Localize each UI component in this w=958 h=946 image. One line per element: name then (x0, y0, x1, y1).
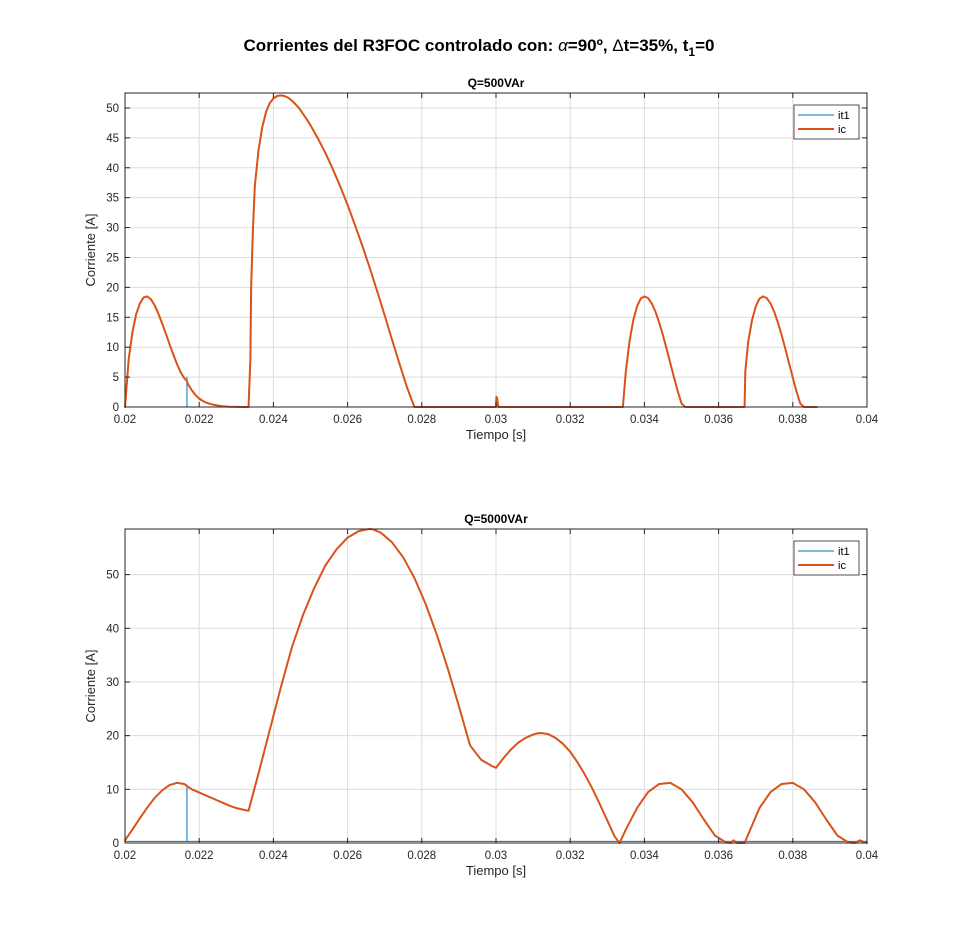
x-tick-label: 0.036 (704, 850, 733, 862)
y-tick-label: 0 (113, 402, 119, 414)
y-tick-label: 40 (106, 163, 119, 175)
y-tick-label: 10 (106, 784, 119, 796)
x-tick-label: 0.03 (485, 850, 507, 862)
x-tick-label: 0.026 (333, 850, 362, 862)
legend: it1 ic (793, 540, 860, 576)
chart-title: Q=500VAr (468, 76, 525, 90)
y-tick-label: 10 (106, 342, 119, 354)
x-tick-label: 0.032 (556, 414, 585, 426)
y-tick-label: 35 (106, 193, 119, 205)
y-tick-label: 50 (106, 103, 119, 115)
y-tick-label: 15 (106, 312, 119, 324)
x-tick-label: 0.026 (333, 414, 362, 426)
legend-label-it1: it1 (838, 546, 850, 558)
x-tick-label: 0.02 (114, 850, 136, 862)
legend-box (793, 104, 860, 140)
legend: it1 ic (793, 104, 860, 140)
legend-label-ic: ic (838, 560, 846, 572)
x-tick-label: 0.036 (704, 414, 733, 426)
x-tick-label: 0.038 (778, 414, 807, 426)
y-axis-label: Corriente [A] (83, 214, 98, 287)
y-tick-label: 30 (106, 677, 119, 689)
x-axis-label: Tiempo [s] (466, 427, 526, 442)
x-tick-label: 0.03 (485, 414, 507, 426)
y-tick-label: 45 (106, 133, 119, 145)
y-tick-label: 40 (106, 623, 119, 635)
x-tick-label: 0.038 (778, 850, 807, 862)
x-tick-label: 0.024 (259, 850, 288, 862)
y-tick-label: 30 (106, 223, 119, 235)
y-axis-label: Corriente [A] (83, 650, 98, 723)
x-axis-label: Tiempo [s] (466, 863, 526, 878)
y-tick-label: 5 (113, 372, 119, 384)
y-tick-label: 20 (106, 731, 119, 743)
chart-panel-q500: 0.02 0.022 0.024 0.026 0.028 0.03 0.032 0.034 0.… (83, 76, 879, 442)
figure-title: Corrientes del R3FOC controlado con: α=9… (244, 36, 715, 59)
x-tick-label: 0.022 (185, 850, 214, 862)
x-tick-label: 0.034 (630, 414, 659, 426)
series-line-ic (124, 528, 868, 844)
x-tick-label: 0.034 (630, 850, 659, 862)
x-tick-label: 0.022 (185, 414, 214, 426)
y-tick-label: 50 (106, 570, 119, 582)
x-tick-label: 0.032 (556, 850, 585, 862)
y-tick-label: 25 (106, 252, 119, 264)
x-tick-label: 0.04 (856, 414, 879, 426)
x-tick-label: 0.028 (407, 414, 436, 426)
legend-box (793, 540, 860, 576)
y-tick-label: 20 (106, 282, 119, 294)
legend-label-it1: it1 (838, 110, 850, 122)
y-tick-label: 0 (113, 838, 119, 850)
chart-panel-q5000: 0.02 0.022 0.024 0.026 0.028 0.03 0.032 0.034 0.… (83, 512, 879, 878)
x-tick-label: 0.028 (407, 850, 436, 862)
legend-label-ic: ic (838, 124, 846, 136)
x-tick-label: 0.024 (259, 414, 288, 426)
x-tick-label: 0.02 (114, 414, 136, 426)
chart-title: Q=5000VAr (464, 512, 528, 526)
x-tick-label: 0.04 (856, 850, 879, 862)
